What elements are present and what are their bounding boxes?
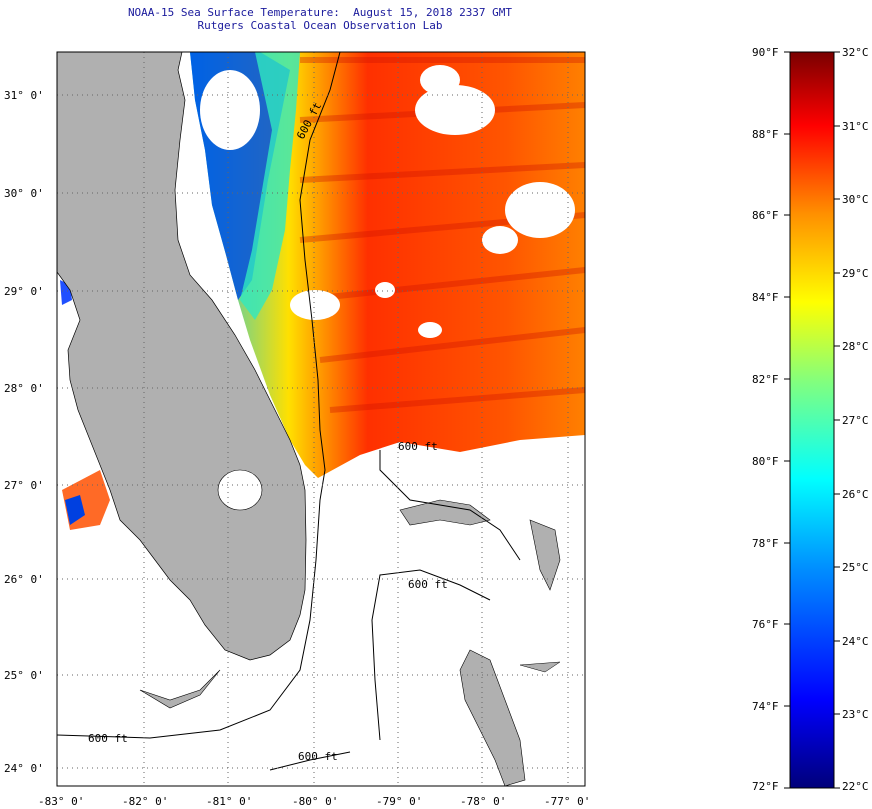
lat-label: 27° 0' <box>4 479 44 492</box>
colorbar-c-label: 28°C <box>842 340 869 353</box>
colorbar-f-label: 84°F <box>752 291 779 304</box>
land-abaco <box>529 519 561 591</box>
colorbar-f-label: 88°F <box>752 128 779 141</box>
lat-label: 25° 0' <box>4 669 44 682</box>
land-florida-keys <box>139 669 221 709</box>
map-subtitle: Rutgers Coastal Ocean Observation Lab <box>197 19 443 32</box>
lon-label: -77° 0' <box>544 795 590 808</box>
colorbar-c-label: 25°C <box>842 561 869 574</box>
colorbar-f-label: 76°F <box>752 618 779 631</box>
lon-label: -80° 0' <box>292 795 338 808</box>
lat-label: 28° 0' <box>4 382 44 395</box>
colorbar-f-label: 82°F <box>752 373 779 386</box>
lon-label: -82° 0' <box>122 795 168 808</box>
isobath-label: 600 ft <box>88 732 128 745</box>
lon-label: -83° 0' <box>38 795 84 808</box>
land-andros <box>459 649 526 786</box>
isobath-600ft <box>57 52 341 739</box>
colorbar-f-label: 72°F <box>752 780 779 793</box>
isobath-label: 600 ft <box>398 440 438 453</box>
isobath-label: 600 ft <box>298 750 338 763</box>
colorbar-f-label: 80°F <box>752 455 779 468</box>
lon-label: -79° 0' <box>376 795 422 808</box>
colorbar-f-label: 86°F <box>752 209 779 222</box>
colorbar-c-label: 22°C <box>842 780 869 793</box>
sst-coastal-cyan <box>240 52 300 320</box>
colorbar-c-label: 32°C <box>842 46 869 59</box>
colorbar-ticks <box>784 51 840 789</box>
lat-label: 31° 0' <box>4 89 44 102</box>
colorbar-c-label: 24°C <box>842 635 869 648</box>
colorbar-c-label: 30°C <box>842 193 869 206</box>
colorbar-c-label: 26°C <box>842 488 869 501</box>
map-title: NOAA-15 Sea Surface Temperature: August … <box>127 6 513 19</box>
colorbar-f-label: 90°F <box>752 46 779 59</box>
isobath-label: 600 ft <box>408 578 448 591</box>
lat-label: 30° 0' <box>4 187 44 200</box>
lon-label: -78° 0' <box>460 795 506 808</box>
colorbar-c-label: 27°C <box>842 414 869 427</box>
colorbar-c-label: 29°C <box>842 267 869 280</box>
land-grand-bahama <box>399 499 491 526</box>
colorbar-f-label: 78°F <box>752 537 779 550</box>
lat-label: 29° 0' <box>4 285 44 298</box>
colorbar <box>789 51 835 789</box>
isobath-600ft-bahamas <box>371 450 521 741</box>
colorbar-c-label: 31°C <box>842 120 869 133</box>
colorbar-c-label: 23°C <box>842 708 869 721</box>
colorbar-f-label: 74°F <box>752 700 779 713</box>
lat-label: 26° 0' <box>4 573 44 586</box>
lon-label: -81° 0' <box>206 795 252 808</box>
lat-label: 24° 0' <box>4 762 44 775</box>
lake-okeechobee <box>217 469 263 511</box>
